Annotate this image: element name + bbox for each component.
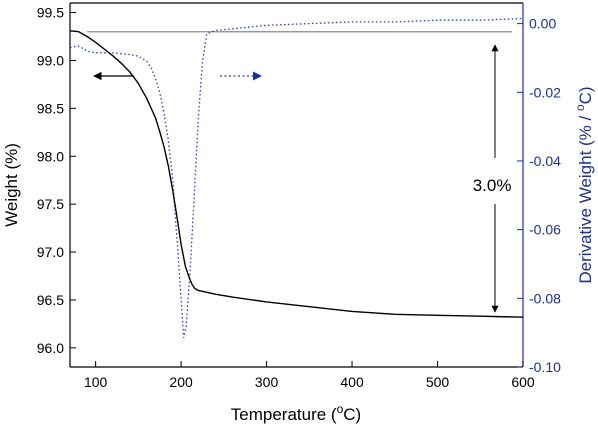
bottom-axis-ticks: 100 200 300 400 500 600 (84, 361, 535, 390)
x-axis-title-tail: C) (343, 405, 361, 424)
right-axis-title-main: Derivative Weight (% / (576, 111, 595, 284)
right-tick-label: -0.04 (529, 153, 561, 169)
left-tick-label: 96.5 (37, 292, 64, 308)
bottom-tick-label: 600 (511, 374, 535, 390)
right-axis-title-degree: o (573, 104, 587, 111)
right-tick-label: -0.10 (529, 359, 561, 375)
right-tick-label: 0.00 (529, 16, 556, 32)
bottom-tick-label: 400 (340, 374, 364, 390)
left-tick-label: 99.5 (37, 5, 64, 21)
bottom-tick-label: 100 (84, 374, 108, 390)
left-tick-label: 96.0 (37, 340, 64, 356)
left-tick-label: 98.0 (37, 148, 64, 164)
weight-loss-label: 3.0% (473, 176, 512, 195)
right-tick-label: -0.02 (529, 84, 561, 100)
right-axis-ticks: 0.00 -0.02 -0.04 -0.06 -0.08 -0.10 (517, 16, 561, 375)
left-axis-title: Weight (%) (2, 143, 21, 227)
left-tick-label: 97.5 (37, 196, 64, 212)
bottom-tick-label: 200 (169, 374, 193, 390)
derivative-weight-series (69, 17, 524, 338)
left-axis-ticks: 96.0 96.5 97.0 97.5 98.0 98.5 99.0 99.5 (37, 5, 76, 356)
bottom-tick-label: 500 (426, 374, 450, 390)
right-tick-label: -0.08 (529, 290, 561, 306)
bottom-tick-label: 300 (255, 374, 279, 390)
right-axis-title-tail: C) (576, 86, 595, 104)
weight-series (69, 30, 524, 318)
left-tick-label: 98.5 (37, 100, 64, 116)
right-tick-label: -0.06 (529, 222, 561, 238)
x-axis-title-main: Temperature ( (231, 405, 337, 424)
left-tick-label: 99.0 (37, 52, 64, 68)
right-axis-title: Derivative Weight (% / oC) (573, 86, 595, 283)
x-axis-title-degree: o (337, 402, 344, 416)
left-tick-label: 97.0 (37, 244, 64, 260)
x-axis-title: Temperature (oC) (231, 402, 361, 424)
